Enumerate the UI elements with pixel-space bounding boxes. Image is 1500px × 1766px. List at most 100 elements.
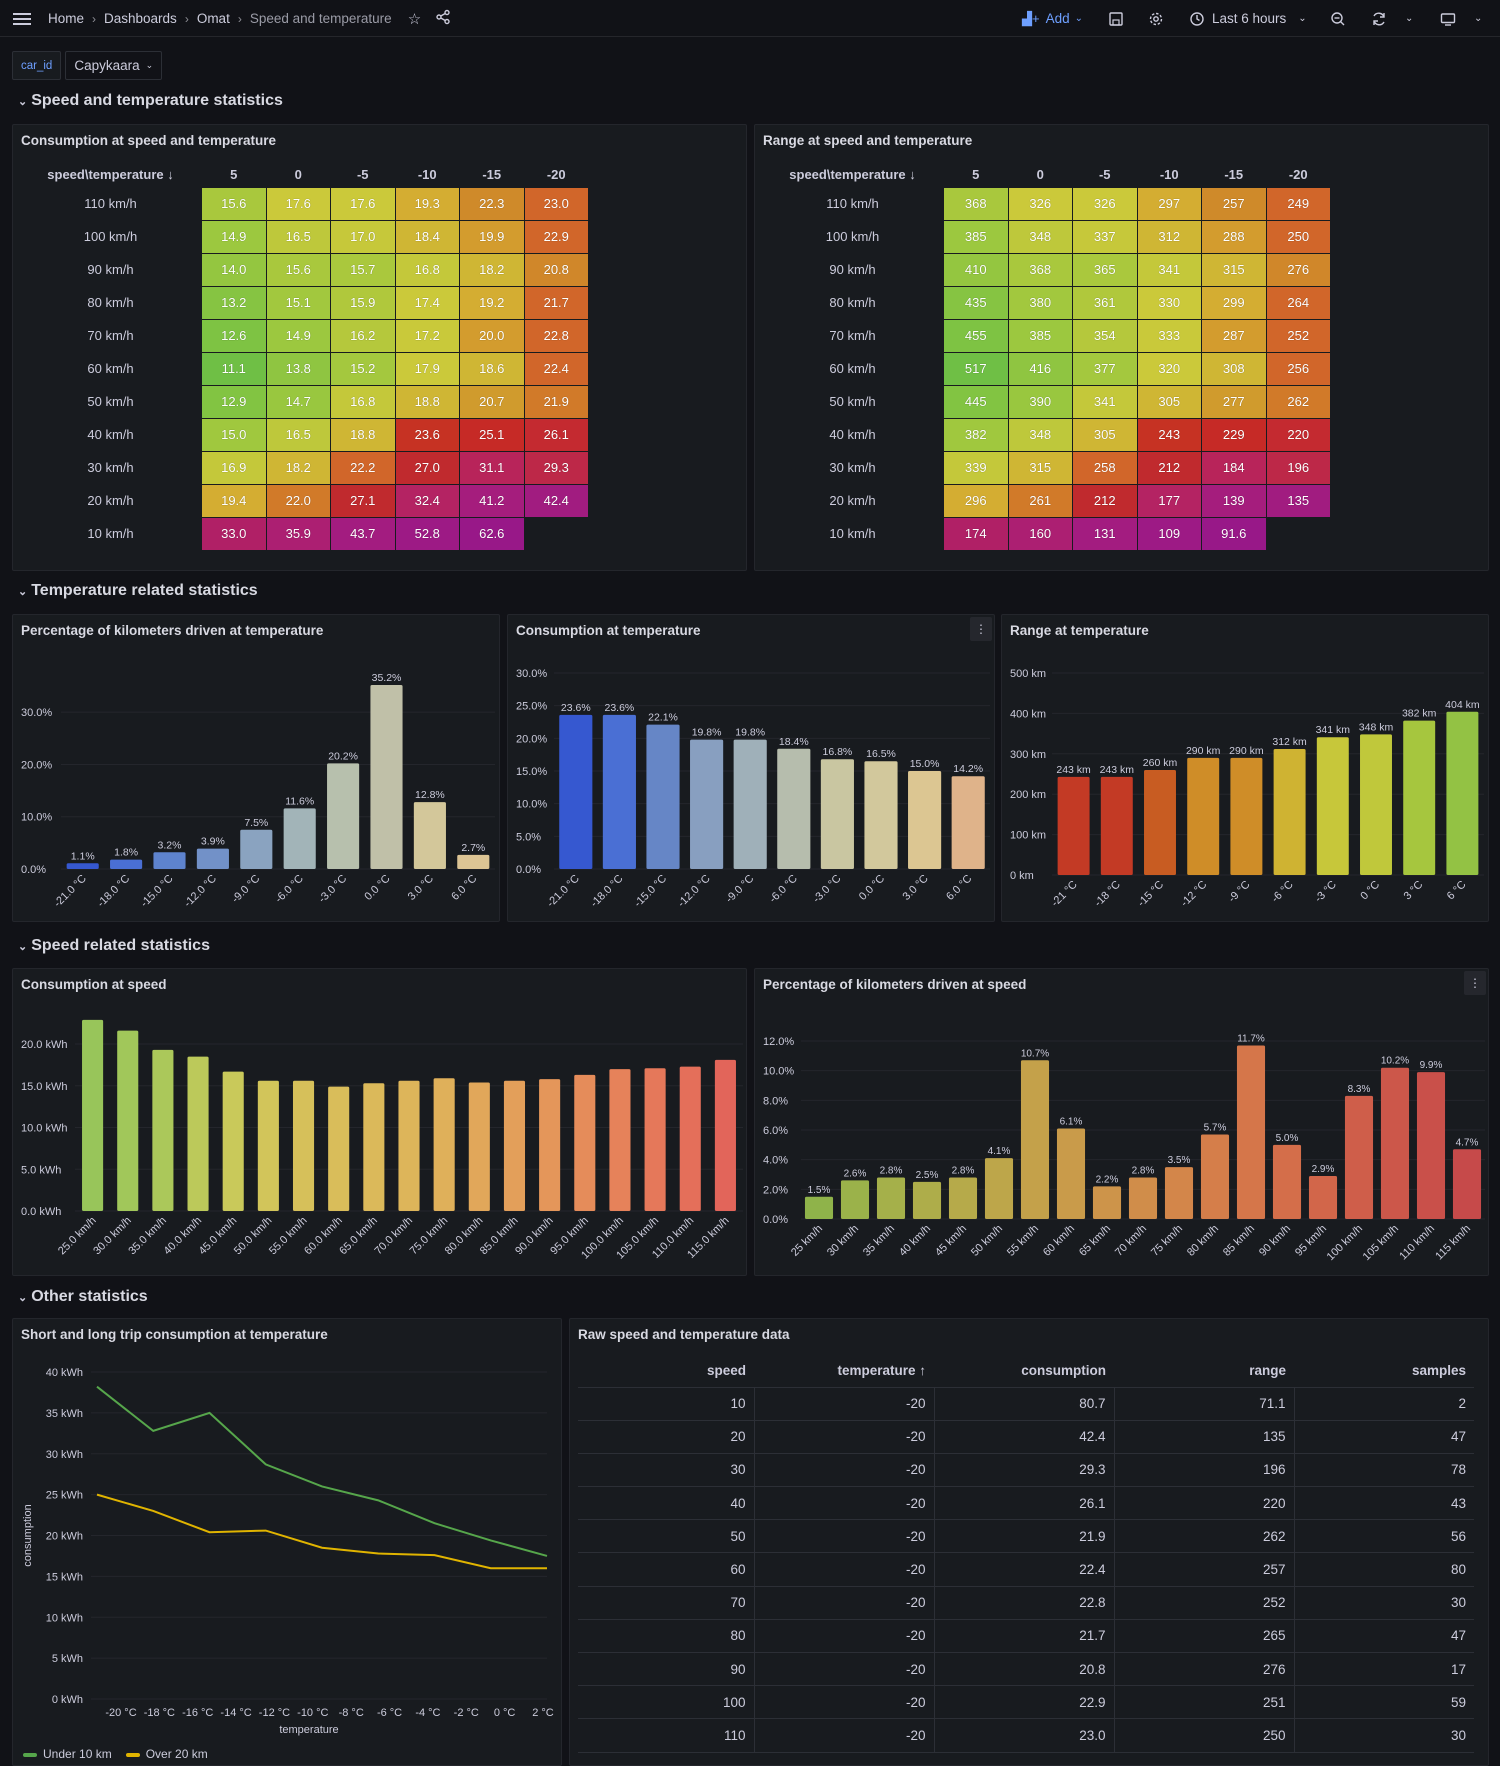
bar[interactable] bbox=[777, 748, 811, 869]
bar[interactable] bbox=[840, 1180, 870, 1219]
bar[interactable] bbox=[1187, 757, 1220, 875]
bar[interactable] bbox=[153, 852, 186, 869]
bar[interactable] bbox=[876, 1177, 906, 1219]
column-header-temperature[interactable]: temperature ↑ bbox=[754, 1355, 934, 1388]
series-line[interactable] bbox=[96, 1493, 547, 1570]
column-header-temperature[interactable]: -15 bbox=[1224, 167, 1244, 183]
breadcrumb-folder[interactable]: Omat bbox=[196, 11, 230, 26]
column-header-temperature[interactable]: 0 bbox=[294, 167, 302, 183]
series-line[interactable] bbox=[96, 1385, 548, 1557]
panel-menu-icon[interactable]: ⋮ bbox=[970, 617, 992, 641]
column-header-temperature[interactable]: -5 bbox=[356, 167, 369, 183]
bar[interactable] bbox=[117, 1030, 139, 1211]
bar[interactable] bbox=[951, 776, 985, 869]
bar[interactable] bbox=[864, 761, 898, 869]
breadcrumb-home[interactable]: Home bbox=[48, 11, 85, 26]
variable-select-car-id[interactable]: Capykaara ⌄ bbox=[65, 51, 163, 80]
legend-item-over-20km[interactable]: Over 20 km bbox=[125, 1747, 208, 1761]
column-header-samples[interactable]: samples bbox=[1294, 1355, 1474, 1388]
bar[interactable] bbox=[1403, 720, 1436, 875]
bar[interactable] bbox=[1020, 1060, 1050, 1219]
bar[interactable] bbox=[1230, 757, 1263, 875]
bar[interactable] bbox=[984, 1158, 1014, 1219]
share-icon[interactable] bbox=[435, 9, 451, 29]
add-button[interactable]: ▟+ Add ⌄ bbox=[1022, 0, 1083, 37]
bar[interactable] bbox=[820, 759, 854, 869]
bar[interactable] bbox=[1200, 1134, 1230, 1219]
bar[interactable] bbox=[187, 1056, 209, 1211]
tv-mode-icon[interactable] bbox=[1440, 0, 1456, 37]
bar[interactable] bbox=[240, 829, 273, 869]
bar[interactable] bbox=[539, 1079, 561, 1211]
column-header-temperature[interactable]: -5 bbox=[1098, 167, 1111, 183]
column-header-temperature[interactable]: -20 bbox=[546, 167, 566, 183]
bar[interactable] bbox=[152, 1049, 174, 1211]
bar[interactable] bbox=[196, 848, 229, 869]
bar[interactable] bbox=[804, 1196, 834, 1219]
bar[interactable] bbox=[679, 1066, 701, 1211]
column-header-temperature[interactable]: -10 bbox=[1159, 167, 1179, 183]
bar[interactable] bbox=[1236, 1045, 1266, 1219]
bar[interactable] bbox=[1308, 1175, 1338, 1219]
bar[interactable] bbox=[733, 739, 767, 869]
column-header-temperature[interactable]: 5 bbox=[972, 167, 980, 183]
panel-menu-icon[interactable]: ⋮ bbox=[1464, 971, 1486, 995]
bar[interactable] bbox=[222, 1071, 244, 1211]
bar[interactable] bbox=[292, 1080, 315, 1211]
bar[interactable] bbox=[1164, 1167, 1194, 1219]
bar[interactable] bbox=[503, 1080, 526, 1211]
bar[interactable] bbox=[912, 1181, 942, 1219]
bar[interactable] bbox=[66, 863, 99, 869]
bar[interactable] bbox=[559, 714, 593, 869]
breadcrumb-dashboards[interactable]: Dashboards bbox=[104, 11, 177, 26]
column-header-temperature[interactable]: -15 bbox=[482, 167, 502, 183]
bar[interactable] bbox=[1344, 1095, 1374, 1219]
bar[interactable] bbox=[690, 739, 724, 869]
refresh-icon[interactable] bbox=[1371, 0, 1387, 37]
bar[interactable] bbox=[1446, 711, 1479, 875]
bar[interactable] bbox=[1272, 1144, 1302, 1219]
bar[interactable] bbox=[1056, 1128, 1086, 1219]
view-options-chevron-icon[interactable]: ⌄ bbox=[1474, 13, 1483, 24]
bar[interactable] bbox=[1092, 1186, 1122, 1219]
bar[interactable] bbox=[646, 724, 680, 869]
bar[interactable] bbox=[602, 714, 636, 869]
zoom-out-icon[interactable] bbox=[1330, 0, 1346, 37]
time-picker[interactable]: Last 6 hours ⌄ bbox=[1189, 0, 1307, 37]
column-header-temperature[interactable]: 5 bbox=[230, 167, 238, 183]
bar[interactable] bbox=[908, 771, 942, 869]
bar[interactable] bbox=[257, 1080, 279, 1211]
bar[interactable] bbox=[283, 808, 316, 869]
row-title-other[interactable]: ⌄ Other statistics bbox=[18, 1288, 148, 1306]
bar[interactable] bbox=[609, 1069, 631, 1211]
column-header-range[interactable]: range bbox=[1114, 1355, 1294, 1388]
column-header-speed[interactable]: speed bbox=[578, 1355, 754, 1388]
bar[interactable] bbox=[714, 1059, 736, 1211]
bar[interactable] bbox=[1057, 776, 1090, 875]
bar[interactable] bbox=[1128, 1177, 1158, 1219]
bar[interactable] bbox=[398, 1080, 420, 1211]
menu-icon[interactable] bbox=[12, 0, 32, 37]
bar[interactable] bbox=[1360, 734, 1392, 875]
save-icon[interactable] bbox=[1108, 0, 1124, 37]
bar[interactable] bbox=[328, 1086, 350, 1211]
legend-item-under-10km[interactable]: Under 10 km bbox=[23, 1747, 112, 1761]
column-header-corner[interactable]: speed\temperature ↓ bbox=[47, 167, 174, 183]
column-header-corner[interactable]: speed\temperature ↓ bbox=[789, 167, 916, 183]
bar[interactable] bbox=[370, 685, 403, 869]
column-header-temperature[interactable]: -20 bbox=[1288, 167, 1308, 183]
column-header-temperature[interactable]: 0 bbox=[1036, 167, 1044, 183]
bar[interactable] bbox=[1144, 769, 1176, 875]
column-header-temperature[interactable]: -10 bbox=[417, 167, 437, 183]
bar[interactable] bbox=[82, 1019, 104, 1211]
bar[interactable] bbox=[327, 763, 360, 869]
bar[interactable] bbox=[110, 859, 143, 869]
row-title-speed[interactable]: ⌄ Speed related statistics bbox=[18, 937, 210, 955]
bar[interactable] bbox=[1452, 1149, 1482, 1219]
bar[interactable] bbox=[574, 1074, 596, 1211]
bar[interactable] bbox=[1100, 776, 1133, 875]
bar[interactable] bbox=[1416, 1072, 1446, 1219]
bar[interactable] bbox=[1380, 1067, 1410, 1219]
bar[interactable] bbox=[363, 1083, 385, 1211]
bar[interactable] bbox=[948, 1177, 978, 1219]
